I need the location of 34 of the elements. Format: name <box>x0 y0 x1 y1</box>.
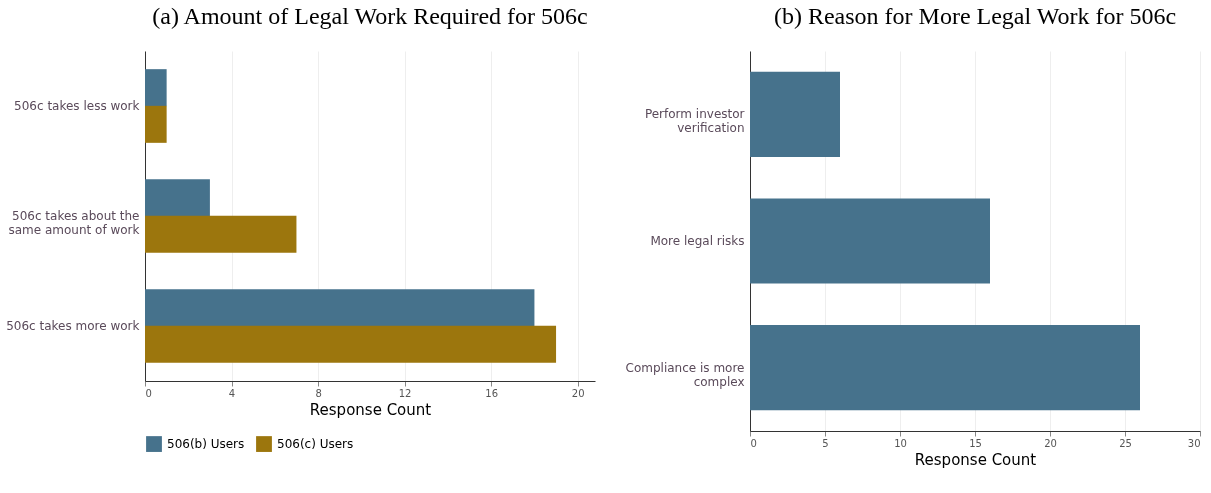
y-tick-label: Perform investor verification <box>644 107 745 136</box>
x-tick-label: 0 <box>145 387 152 399</box>
x-tick-label: 30 <box>1187 437 1201 449</box>
y-tick-label: 506c takes less work <box>14 99 140 113</box>
legend-label: 506(b) Users <box>167 437 245 452</box>
y-tick-label: More legal risks <box>650 234 745 248</box>
x-tick-label: 16 <box>485 387 499 399</box>
bar <box>145 69 167 107</box>
bar <box>145 289 535 327</box>
x-tick-label: 12 <box>398 387 412 399</box>
bar <box>750 71 840 157</box>
bar <box>750 198 990 284</box>
chart-title: (b) Reason for More Legal Work for 506c <box>773 3 1177 29</box>
y-tick-label: 506c takes about the same amount of work <box>8 209 140 237</box>
y-tick-label: 506c takes more work <box>6 319 140 333</box>
x-tick-label: 5 <box>822 437 829 449</box>
y-tick-label: Compliance is more complex <box>625 360 745 389</box>
x-axis-title: Response Count <box>914 450 1037 469</box>
x-tick-label: 20 <box>571 387 585 399</box>
bar <box>145 105 167 143</box>
legend-label: 506(c) Users <box>277 437 354 452</box>
x-tick-label: 0 <box>750 437 757 449</box>
x-axis-title: Response Count <box>309 400 432 419</box>
chart-title: (a) Amount of Legal Work Required for 506c <box>152 3 588 29</box>
bar <box>750 325 1140 411</box>
x-tick-label: 15 <box>969 437 982 449</box>
bar <box>145 325 557 363</box>
x-tick-label: 8 <box>315 387 322 399</box>
bar <box>145 179 210 217</box>
bar <box>145 215 297 253</box>
x-tick-label: 25 <box>1119 437 1132 449</box>
x-tick-label: 4 <box>228 387 236 399</box>
x-tick-label: 20 <box>1044 437 1057 449</box>
x-tick-label: 10 <box>894 437 907 449</box>
